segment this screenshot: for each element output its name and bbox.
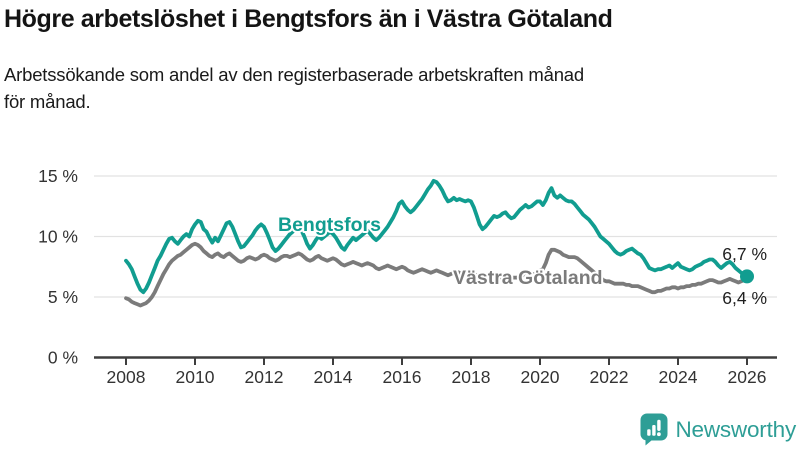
y-tick-label: 15 % bbox=[38, 166, 78, 186]
x-tick-label: 2010 bbox=[176, 367, 215, 387]
x-tick-label: 2022 bbox=[590, 367, 629, 387]
chart-subtitle: Arbetssökande som andel av den registerb… bbox=[4, 62, 584, 116]
x-tick-label: 2008 bbox=[107, 367, 146, 387]
chart-subtitle-line-2: för månad. bbox=[4, 90, 91, 112]
series-end-dot bbox=[740, 269, 754, 284]
newsworthy-wordmark: Newsworthy bbox=[675, 416, 796, 442]
end-value-label-bengtsfors: 6,7 % bbox=[722, 244, 767, 264]
chart-subtitle-line-1: Arbetssökande som andel av den registerb… bbox=[4, 64, 584, 85]
x-axis: 2008 2010 2012 2014 2016 2018 2020 2022 2024 2026 bbox=[94, 356, 777, 387]
x-tick-label: 2014 bbox=[314, 367, 353, 387]
chart-title: Högre arbetslöshet i Bengtsfors än i Väs… bbox=[4, 5, 613, 33]
x-tick-label: 2012 bbox=[245, 367, 284, 387]
series-line-vastra-gotaland bbox=[124, 241, 749, 308]
y-axis-labels: 0 % 5 % 10 % 15 % bbox=[38, 166, 78, 368]
series-label-vastra-gotaland: Västra Götaland bbox=[453, 267, 603, 289]
x-tick-label: 2024 bbox=[659, 367, 698, 387]
y-tick-label: 0 % bbox=[48, 348, 78, 368]
y-tick-label: 10 % bbox=[38, 227, 78, 247]
newsworthy-logo[interactable]: Newsworthy bbox=[640, 413, 796, 446]
series-line-bengtsfors bbox=[124, 178, 749, 295]
series-label-bengtsfors: Bengtsfors bbox=[278, 214, 381, 236]
x-tick-label: 2016 bbox=[383, 367, 422, 387]
gridlines bbox=[94, 175, 777, 298]
end-value-label-vastra-gotaland: 6,4 % bbox=[722, 288, 767, 308]
x-tick-label: 2018 bbox=[452, 367, 491, 387]
x-tick-label: 2026 bbox=[728, 367, 767, 387]
y-tick-label: 5 % bbox=[48, 287, 78, 307]
x-tick-label: 2020 bbox=[521, 367, 560, 387]
newsworthy-bubble-chart-icon bbox=[640, 413, 668, 446]
